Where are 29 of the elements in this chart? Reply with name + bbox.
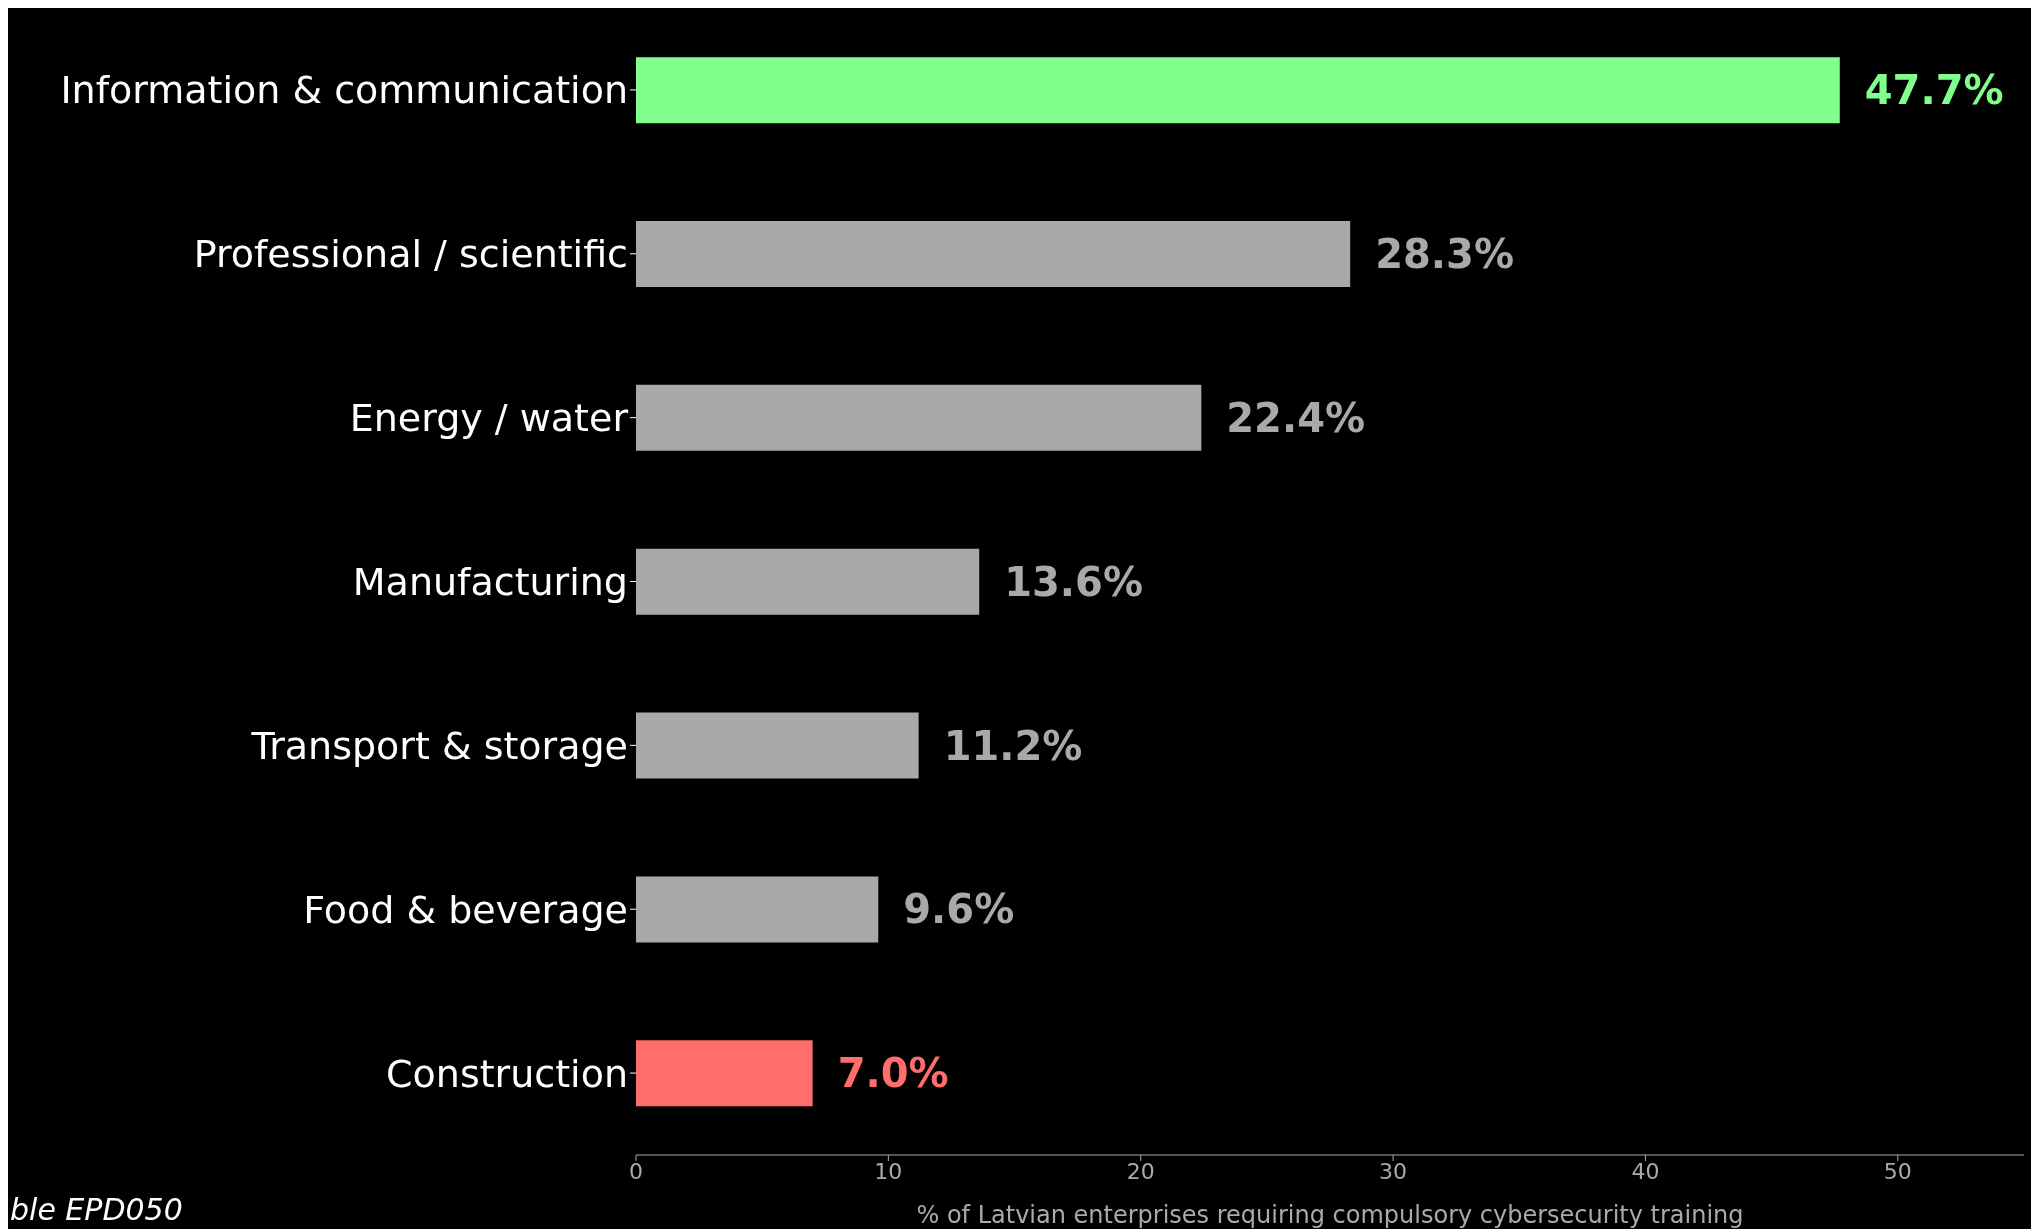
- y-tick-label: Food & beverage: [303, 887, 628, 932]
- x-tick-label: 40: [1631, 1158, 1660, 1184]
- bar: [636, 876, 879, 943]
- bar: [636, 712, 919, 779]
- x-tick-label: 50: [1883, 1158, 1912, 1184]
- data-label: 9.6%: [903, 886, 1015, 933]
- x-tick-label: 30: [1379, 1158, 1408, 1184]
- data-label: 13.6%: [1004, 558, 1143, 605]
- bar: [636, 548, 980, 615]
- y-tick-label: Manufacturing: [352, 559, 628, 604]
- data-label: 7.0%: [837, 1050, 949, 1097]
- x-axis-title: % of Latvian enterprises requiring compulsory cybersecurity training: [916, 1201, 1744, 1229]
- bar: [636, 1040, 813, 1107]
- y-tick-label: Transport & storage: [250, 723, 628, 768]
- y-tick-label: Information & communication: [60, 68, 628, 113]
- data-label: 11.2%: [943, 722, 1083, 769]
- bar: [636, 57, 1840, 124]
- y-tick-label: Construction: [386, 1051, 628, 1096]
- text: ble EPD050: [10, 1192, 183, 1227]
- x-tick-label: 20: [1126, 1158, 1155, 1184]
- y-tick-label: Professional / scientific: [193, 232, 628, 277]
- x-tick-label: 0: [629, 1158, 643, 1184]
- data-label: 47.7%: [1864, 67, 2004, 114]
- bar: [636, 384, 1202, 451]
- bar: [636, 221, 1351, 288]
- data-label: 28.3%: [1375, 231, 1514, 278]
- y-tick-label: Energy / water: [349, 396, 629, 441]
- data-label: 22.4%: [1226, 394, 1366, 441]
- x-tick-label: 10: [874, 1158, 903, 1184]
